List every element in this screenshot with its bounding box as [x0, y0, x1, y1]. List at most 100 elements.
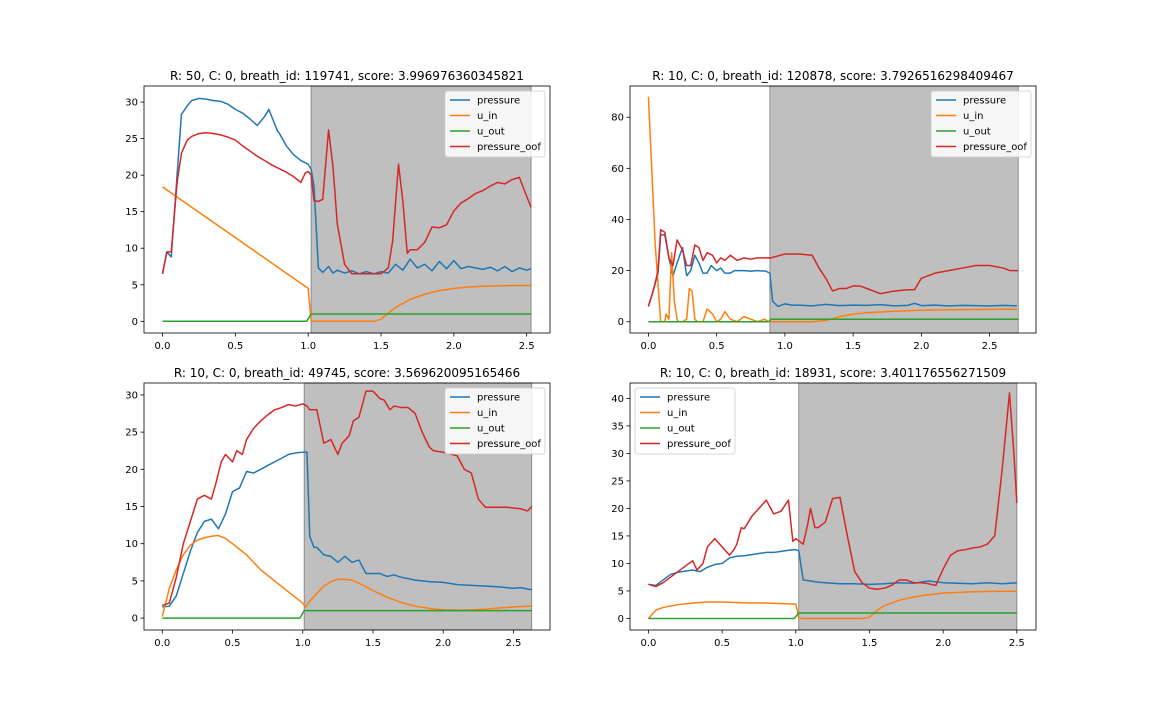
series-line-pressure	[647, 234, 1017, 308]
y-tick-label: 25	[611, 476, 624, 487]
legend-box	[444, 387, 546, 455]
x-tick-label: 1.5	[365, 638, 381, 649]
x-tick-label: 1.0	[777, 341, 793, 352]
chart-title: R: 10, C: 0, breath_id: 49745, score: 3.…	[174, 366, 520, 380]
chart-title: R: 50, C: 0, breath_id: 119741, score: 3…	[170, 69, 524, 83]
y-tick-label: 0	[132, 614, 138, 625]
x-tick-label: 2.0	[446, 341, 462, 352]
x-tick-label: 2.5	[1009, 638, 1025, 649]
legend-entry: pressure_oof	[477, 439, 541, 450]
legend-entry: pressure	[963, 96, 1006, 107]
legend-entry: pressure_oof	[667, 439, 731, 450]
x-tick-label: 1.0	[300, 341, 316, 352]
y-tick-label: 40	[611, 215, 624, 226]
series-line-pressure-oof	[648, 392, 1018, 591]
x-tick-label: 1.5	[845, 341, 861, 352]
x-tick-label: 2.0	[935, 638, 951, 649]
series-line-pressure-oof	[161, 129, 532, 275]
y-tick-label: 5	[132, 576, 138, 587]
y-tick-label: 30	[125, 98, 138, 109]
x-tick-label: 0.0	[154, 638, 170, 649]
x-tick-label: 0.0	[640, 638, 656, 649]
legend: pressure u_in u_out pressure_oof	[634, 387, 736, 455]
legend-entry: u_in	[667, 408, 687, 419]
series-line-pressure	[162, 451, 532, 608]
y-tick-label: 80	[611, 113, 624, 124]
axes-frame	[143, 85, 551, 334]
y-tick-label: 20	[125, 171, 138, 182]
legend-entry: pressure_oof	[477, 142, 541, 153]
series-line-u-out	[162, 609, 532, 619]
chart-title: R: 10, C: 0, breath_id: 120878, score: 3…	[652, 69, 1014, 83]
series-line-pressure-oof	[647, 228, 1019, 307]
chart-panel-2: 0.0 0.5 1.0 1.5 2.0 2.5 0 20 40 60 80 R: 10, C: 0, …	[611, 69, 1037, 352]
y-tick-label: 0	[132, 317, 138, 328]
y-tick-label: 25	[125, 134, 138, 145]
chart-panel-1: 0.0 0.5 1.0 1.5 2.0 2.5 0 5 10 15 20 25 30 R: 50, C: …	[125, 69, 551, 352]
x-tick-label: 1.5	[373, 341, 389, 352]
legend-entry: u_out	[667, 424, 695, 435]
x-tick-label: 1.0	[295, 638, 311, 649]
legend-entry: u_in	[477, 111, 497, 122]
x-tick-label: 2.0	[913, 341, 929, 352]
legend-entry: u_out	[477, 127, 505, 138]
x-tick-label: 2.5	[982, 341, 998, 352]
x-tick-label: 0.0	[155, 341, 171, 352]
legend-entry: u_out	[477, 424, 505, 435]
y-tick-label: 25	[125, 428, 138, 439]
y-tick-label: 5	[132, 280, 138, 291]
series-line-u-in	[647, 96, 1017, 323]
y-tick-label: 60	[611, 164, 624, 175]
series-line-u-out	[648, 318, 1019, 323]
x-tick-label: 1.0	[788, 638, 804, 649]
y-tick-label: 0	[618, 614, 624, 625]
legend-box	[930, 90, 1032, 158]
legend-box	[444, 90, 546, 158]
shaded-region	[798, 382, 1018, 631]
legend-entry: u_out	[963, 127, 991, 138]
legend-entry: u_in	[477, 408, 497, 419]
chart-panel-3: 0.0 0.5 1.0 1.5 2.0 2.5 0 5 10 15 20 25 30 R: 10, C: …	[125, 366, 551, 649]
y-tick-label: 5	[618, 586, 624, 597]
legend: pressure u_in u_out pressure_oof	[930, 90, 1032, 158]
y-tick-label: 10	[125, 244, 138, 255]
legend: pressure u_in u_out pressure_oof	[444, 387, 546, 455]
axes-frame	[629, 382, 1037, 631]
series-line-pressure	[648, 548, 1017, 587]
legend-entry: pressure	[477, 393, 520, 404]
legend-entry: pressure	[477, 96, 520, 107]
x-tick-label: 0.5	[227, 341, 243, 352]
x-tick-label: 0.5	[714, 638, 730, 649]
x-tick-label: 0.5	[709, 341, 725, 352]
y-tick-label: 15	[125, 207, 138, 218]
series-line-u-out	[648, 612, 1017, 620]
axes-frame	[629, 85, 1037, 334]
legend-box	[634, 387, 736, 455]
series-line-u-in	[162, 186, 532, 323]
legend-entry: pressure	[667, 393, 710, 404]
legend: pressure u_in u_out pressure_oof	[444, 90, 546, 158]
y-tick-label: 30	[611, 449, 624, 460]
x-tick-label: 2.0	[435, 638, 451, 649]
x-tick-label: 0.5	[225, 638, 241, 649]
chart-panel-4: 0.0 0.5 1.0 1.5 2.0 2.5 0 5 10 15 20 25 30 35 40 R: 10,…	[611, 366, 1037, 649]
series-line-pressure	[161, 97, 532, 275]
x-tick-label: 2.5	[519, 341, 535, 352]
chart-title: R: 10, C: 0, breath_id: 18931, score: 3.…	[660, 366, 1006, 380]
y-tick-label: 10	[125, 539, 138, 550]
series-line-pressure-oof	[162, 390, 533, 607]
legend-entry: u_in	[963, 111, 983, 122]
x-tick-label: 2.5	[506, 638, 522, 649]
x-tick-label: 1.5	[862, 638, 878, 649]
x-tick-label: 0.0	[640, 341, 656, 352]
series-line-u-in	[647, 590, 1017, 620]
y-tick-label: 35	[611, 421, 624, 432]
y-tick-label: 15	[611, 531, 624, 542]
y-tick-label: 40	[611, 394, 624, 405]
y-tick-label: 0	[618, 317, 624, 328]
y-tick-label: 20	[611, 504, 624, 515]
y-tick-label: 20	[611, 266, 624, 277]
y-tick-label: 20	[125, 465, 138, 476]
legend-entry: pressure_oof	[963, 142, 1027, 153]
